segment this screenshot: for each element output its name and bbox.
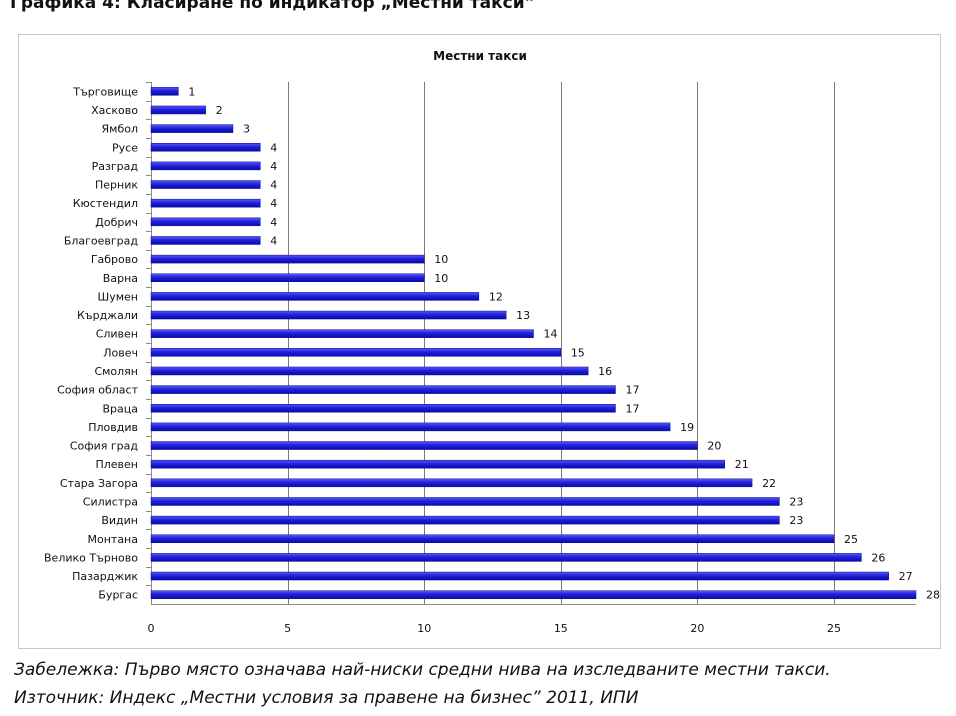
- category-label: Велико Търново: [44, 551, 138, 564]
- bar: [150, 553, 862, 562]
- data-label: 1: [188, 85, 195, 98]
- note-remark: Забележка: Първо място означава най-ниск…: [14, 660, 831, 680]
- data-label: 4: [270, 216, 277, 229]
- category-label: Сливен: [96, 328, 138, 341]
- category-label: Търговище: [72, 85, 138, 98]
- category-label: Кърджали: [77, 309, 138, 322]
- data-label: 17: [625, 402, 639, 415]
- data-label: 12: [489, 290, 503, 303]
- data-label: 25: [844, 533, 858, 546]
- data-label: 27: [899, 570, 913, 583]
- bar: [150, 385, 616, 394]
- data-label: 23: [789, 495, 803, 508]
- data-label: 4: [270, 160, 277, 173]
- bar: [150, 254, 425, 264]
- category-label: Видин: [101, 514, 138, 527]
- bar: [150, 105, 206, 115]
- bar: [150, 590, 917, 599]
- chart-title: Местни такси: [433, 49, 527, 63]
- data-label: 28: [926, 589, 940, 602]
- category-label: Пловдив: [88, 421, 138, 434]
- bar: [150, 329, 534, 338]
- bar: [150, 161, 261, 171]
- category-label: Габрово: [91, 253, 138, 266]
- bar: [150, 459, 725, 469]
- category-label: Пазарджик: [72, 570, 138, 583]
- bar: [150, 571, 889, 581]
- data-label: 26: [871, 551, 885, 564]
- bar: [150, 87, 179, 96]
- bar: [150, 497, 780, 506]
- category-label: Стара Загора: [60, 477, 138, 490]
- category-label: Перник: [95, 179, 138, 192]
- data-label: 10: [434, 272, 448, 285]
- data-label: 15: [571, 346, 585, 359]
- category-label: София област: [57, 384, 138, 397]
- bar: [150, 180, 261, 189]
- category-label: Шумен: [97, 290, 138, 303]
- data-label: 19: [680, 421, 694, 434]
- data-label: 22: [762, 477, 776, 490]
- chart-frame: [18, 34, 941, 649]
- x-tick-label: 25: [827, 622, 841, 635]
- category-label: Плевен: [95, 458, 138, 471]
- bar: [150, 236, 261, 245]
- bar: [150, 404, 616, 413]
- category-label: Ямбол: [102, 123, 139, 136]
- bar: [150, 534, 835, 543]
- bar: [150, 124, 234, 133]
- data-label: 14: [544, 328, 558, 341]
- note-source: Източник: Индекс „Местни условия за прав…: [14, 688, 639, 708]
- x-tick-label: 20: [690, 622, 704, 635]
- bar: [150, 217, 261, 227]
- data-label: 4: [270, 197, 277, 210]
- bar: [150, 515, 780, 525]
- data-label: 4: [270, 234, 277, 247]
- bar: [150, 198, 261, 208]
- bar: [150, 273, 425, 282]
- category-label: Силистра: [83, 495, 138, 508]
- data-label: 23: [789, 514, 803, 527]
- chart-heading: Графика 4: Класиране по индикатор „Местн…: [10, 0, 536, 13]
- category-label: Ловеч: [103, 346, 138, 359]
- data-label: 2: [216, 104, 223, 117]
- x-tick-label: 15: [554, 622, 568, 635]
- category-label: Варна: [103, 272, 138, 285]
- category-label: Враца: [103, 402, 139, 415]
- data-label: 4: [270, 141, 277, 154]
- bar: [150, 441, 698, 450]
- data-label: 20: [707, 440, 721, 453]
- category-label: Русе: [112, 141, 138, 154]
- category-label: Добрич: [95, 216, 138, 229]
- x-tick-label: 10: [417, 622, 431, 635]
- category-label: Хасково: [91, 104, 138, 117]
- category-label: Разград: [92, 160, 139, 173]
- bar: [150, 422, 671, 432]
- data-label: 10: [434, 253, 448, 266]
- category-label: София град: [70, 440, 139, 453]
- data-label: 4: [270, 179, 277, 192]
- data-label: 13: [516, 309, 530, 322]
- data-label: 3: [243, 123, 250, 136]
- category-label: Благоевград: [64, 234, 139, 247]
- bar: [150, 348, 562, 357]
- data-label: 16: [598, 365, 612, 378]
- category-label: Бургас: [98, 589, 138, 602]
- x-tick-label: 5: [284, 622, 291, 635]
- bar: [150, 366, 589, 376]
- bar: [150, 310, 507, 320]
- bar: [150, 478, 753, 488]
- category-label: Смолян: [94, 365, 138, 378]
- bar: [150, 292, 480, 301]
- data-label: 17: [625, 384, 639, 397]
- data-label: 21: [735, 458, 749, 471]
- x-tick-label: 0: [148, 622, 155, 635]
- footnotes: Забележка: Първо място означава най-ниск…: [14, 656, 831, 712]
- category-label: Монтана: [88, 533, 139, 546]
- category-label: Кюстендил: [73, 197, 138, 210]
- bar: [150, 143, 261, 152]
